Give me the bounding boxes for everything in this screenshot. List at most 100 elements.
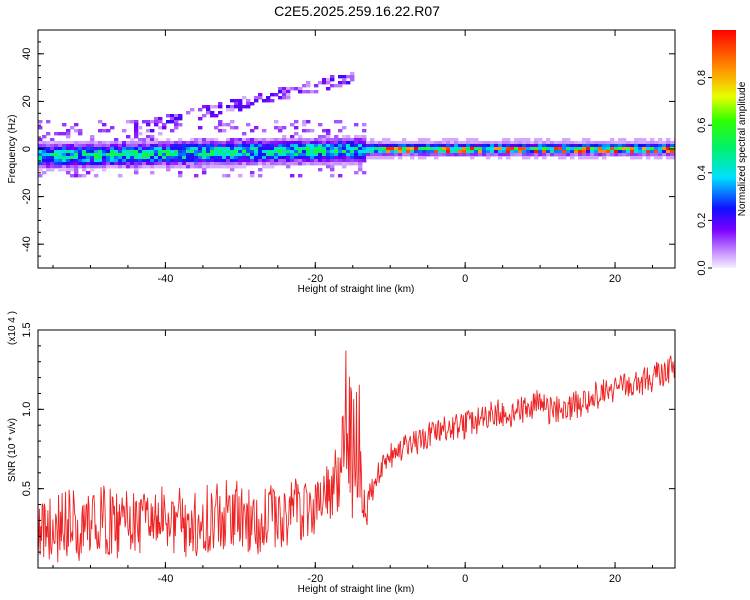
heatmap-cell [318,135,323,139]
heatmap-cell [342,81,347,85]
heatmap-cell [294,144,299,148]
heatmap-cell [262,138,267,142]
heatmap-cell [238,147,243,151]
heatmap-cell [626,150,631,154]
heatmap-cell [290,159,295,163]
heatmap-cell [154,150,159,154]
heatmap-cell [518,153,523,157]
heatmap-cell [182,141,187,145]
heatmap-cell [342,126,347,130]
heatmap-cell [474,153,479,157]
heatmap-cell [126,144,131,148]
heatmap-cell [174,120,179,124]
heatmap-cell [278,162,283,166]
x-tick-label: 0 [462,573,468,585]
heatmap-cell [222,129,227,133]
heatmap-cell [58,162,63,166]
heatmap-cell [346,150,351,154]
heatmap-cell [174,156,179,160]
heatmap-cell [214,114,219,118]
heatmap-cell [250,171,255,175]
heatmap-cell [222,147,227,151]
heatmap-cell [438,147,443,151]
heatmap-cell [262,153,267,157]
heatmap-cell [262,99,267,103]
heatmap-cell [222,174,227,178]
heatmap-cell [102,159,107,163]
heatmap-cell [118,150,123,154]
heatmap-cell [382,141,387,145]
heatmap-cell [38,168,43,172]
heatmap-cell [642,141,647,145]
heatmap-cell [622,150,627,154]
heatmap-cell [66,159,71,163]
heatmap-cell [98,129,103,133]
heatmap-cell [350,138,355,142]
heatmap-cell [262,159,267,163]
heatmap-cell [182,165,187,169]
heatmap-cell [198,144,203,148]
heatmap-cell [338,129,343,133]
heatmap-cell [66,135,71,139]
heatmap-cell [550,141,555,145]
heatmap-cell [70,147,75,151]
heatmap-cell [166,114,171,118]
heatmap-cell [166,159,171,163]
heatmap-cell [418,156,423,160]
heatmap-cell [246,99,251,103]
heatmap-cell [242,144,247,148]
heatmap-cell [358,141,363,145]
heatmap-cell [614,153,619,157]
heatmap-cell [134,165,139,169]
heatmap-cell [466,153,471,157]
heatmap-cell [190,165,195,169]
heatmap-cell [298,159,303,163]
heatmap-cell [246,141,251,145]
heatmap-cell [242,162,247,166]
heatmap-cell [122,147,127,151]
heatmap-cell [174,147,179,151]
heatmap-cell [350,78,355,82]
heatmap-cell [246,105,251,109]
heatmap-cell [154,120,159,124]
heatmap-cell [598,153,603,157]
heatmap-cell [374,144,379,148]
heatmap-cell [242,156,247,160]
heatmap-cell [254,159,259,163]
heatmap-cell [230,105,235,109]
heatmap-cell [302,153,307,157]
heatmap-cell [182,153,187,157]
heatmap-cell [278,138,283,142]
heatmap-cell [90,150,95,154]
heatmap-cell [198,147,203,151]
heatmap-cell [358,135,363,139]
heatmap-cell [138,141,143,145]
heatmap-cell [210,162,215,166]
heatmap-cell [238,138,243,142]
heatmap-cell [498,141,503,145]
heatmap-cell [182,150,187,154]
heatmap-cell [74,147,79,151]
heatmap-cell [602,156,607,160]
heatmap-cell [210,150,215,154]
heatmap-cell [94,147,99,151]
heatmap-cell [234,138,239,142]
heatmap-cell [306,129,311,133]
heatmap-cell [654,144,659,148]
heatmap-cell [638,144,643,148]
heatmap-cell [194,141,199,145]
heatmap-cell [242,132,247,136]
heatmap-cell [346,75,351,79]
heatmap-cell [230,108,235,112]
heatmap-cell [82,147,87,151]
heatmap-cell [210,138,215,142]
heatmap-cell [202,150,207,154]
heatmap-cell [382,156,387,160]
heatmap-cell [386,138,391,142]
heatmap-cell [130,153,135,157]
heatmap-cell [310,129,315,133]
heatmap-cell [50,156,55,160]
heatmap-cell [170,162,175,166]
heatmap-cell [230,153,235,157]
heatmap-cell [150,138,155,142]
